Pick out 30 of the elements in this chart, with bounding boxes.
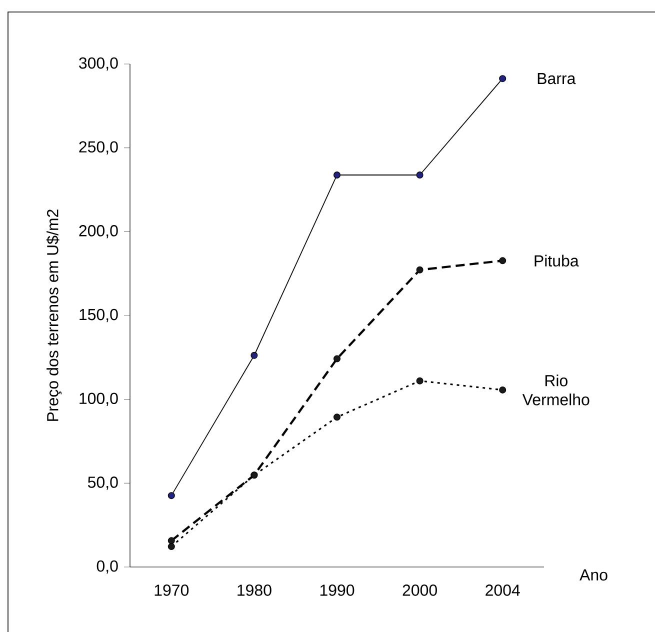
point	[168, 543, 175, 550]
series-label: Pituba	[534, 254, 579, 267]
point	[499, 386, 506, 394]
y-axis-title: Preço dos terrenos em U$/m2	[46, 210, 62, 421]
y-tick-label: 200,0	[79, 225, 118, 238]
x-tick-label: 2000	[402, 584, 437, 596]
point	[334, 171, 341, 178]
point	[168, 492, 175, 500]
point	[416, 266, 424, 274]
point	[416, 377, 424, 384]
point	[416, 171, 424, 178]
y-tick-label: 300,0	[79, 57, 118, 71]
point	[334, 355, 341, 362]
point	[168, 537, 175, 544]
x-tick-label: 2004	[486, 584, 520, 596]
x-tick-label: 1990	[320, 584, 354, 596]
point	[334, 414, 341, 421]
y-tick-label: 50,0	[88, 476, 118, 490]
point	[250, 352, 258, 359]
y-tick-label: 100,0	[80, 392, 118, 406]
x-tick-label: 1980	[238, 584, 272, 596]
series-label: Rio Vermelho	[522, 374, 590, 406]
y-tick-label: 250,0	[79, 141, 118, 154]
y-tick-label: 0,0	[96, 560, 118, 574]
x-tick-label: 1970	[154, 584, 189, 596]
text: Barra	[538, 72, 576, 84]
x-axis-title: Ano	[580, 569, 608, 581]
point	[499, 257, 506, 264]
y-tick-label: 150,0	[80, 308, 118, 322]
point	[499, 75, 506, 82]
